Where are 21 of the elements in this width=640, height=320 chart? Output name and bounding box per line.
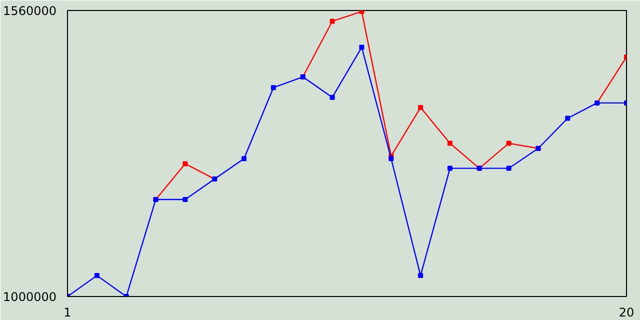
point bbox=[418, 105, 424, 110]
point bbox=[242, 156, 247, 162]
point bbox=[330, 18, 335, 24]
y-tick-label: 1000000 bbox=[3, 290, 57, 304]
point bbox=[565, 116, 570, 121]
x-tick-label: 20 bbox=[618, 306, 634, 320]
point bbox=[506, 166, 512, 171]
point bbox=[506, 140, 512, 146]
point bbox=[359, 10, 364, 14]
point bbox=[447, 140, 452, 146]
point bbox=[94, 273, 100, 278]
point bbox=[418, 273, 424, 278]
y-tick-label: 1560000 bbox=[3, 4, 57, 18]
point bbox=[388, 156, 394, 162]
point bbox=[359, 44, 364, 50]
point bbox=[270, 85, 276, 90]
point bbox=[182, 161, 188, 166]
point bbox=[182, 196, 188, 202]
point bbox=[330, 94, 335, 100]
point bbox=[447, 166, 452, 171]
x-tick-label: 1 bbox=[64, 306, 72, 320]
